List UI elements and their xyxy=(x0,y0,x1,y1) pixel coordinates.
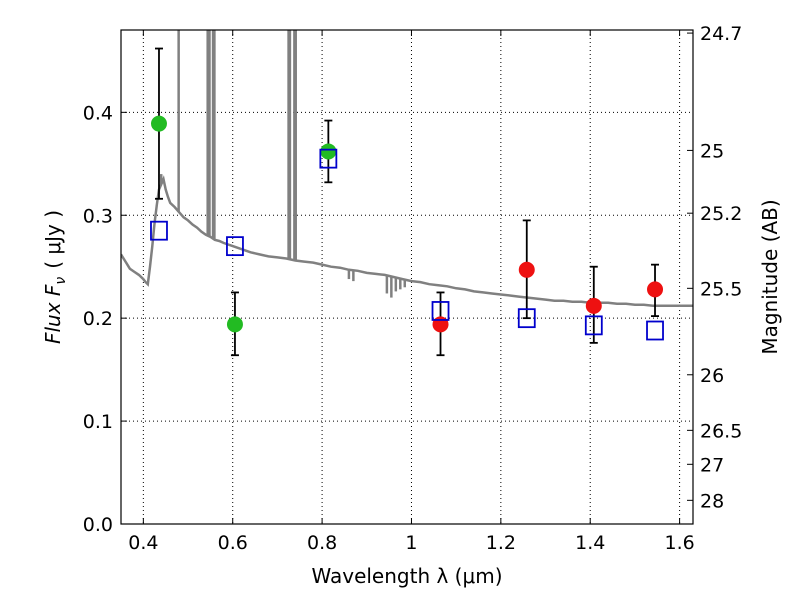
right-tick-label: 28 xyxy=(700,490,724,512)
x-tick-label: 0.8 xyxy=(307,532,337,554)
green-data-point xyxy=(320,143,337,160)
red-data-point xyxy=(647,281,664,298)
x-tick-label: 1 xyxy=(405,532,417,554)
model-square-point xyxy=(150,220,168,241)
model-spectrum xyxy=(121,30,693,308)
y-tick-label: 0.2 xyxy=(83,308,113,330)
x-tick-label: 1.4 xyxy=(575,532,605,554)
y-tick-label: 0.1 xyxy=(83,411,113,433)
model-square-point xyxy=(517,308,536,329)
red-data-point xyxy=(585,297,602,314)
right-tick-label: 27 xyxy=(700,454,724,476)
model-square-point xyxy=(431,301,450,321)
x-axis-label: Wavelength λ (μm) xyxy=(311,564,502,588)
right-axis-label: Magnitude (AB) xyxy=(758,199,782,354)
model-square-point xyxy=(226,236,244,257)
y-axis-label-sub: ν xyxy=(53,277,69,285)
x-tick-label: 0.6 xyxy=(218,532,248,554)
right-tick-label: 25.5 xyxy=(700,278,742,300)
x-tick-label: 0.4 xyxy=(128,532,158,554)
model-square-point xyxy=(319,148,338,169)
x-tick-label: 1.2 xyxy=(486,532,516,554)
y-axis-label-unit: ( μJy ) xyxy=(41,210,65,269)
model-square-point xyxy=(646,320,664,341)
x-tick-label: 1.6 xyxy=(664,532,694,554)
green-data-point xyxy=(150,115,167,132)
y-axis-label: Flux Fν ( μJy ) xyxy=(41,210,69,344)
y-tick-label: 0.3 xyxy=(83,205,113,227)
model-square-point xyxy=(584,315,603,336)
right-tick-label: 26 xyxy=(700,365,724,387)
right-tick-label: 26.5 xyxy=(700,420,742,442)
right-tick-label: 25 xyxy=(700,140,724,162)
data-markers xyxy=(150,47,664,357)
y-axis-label-main: Flux F xyxy=(41,284,65,344)
red-data-point xyxy=(518,261,535,278)
plot-frame xyxy=(120,29,694,525)
right-tick-label: 24.7 xyxy=(700,23,742,45)
green-data-point xyxy=(226,316,243,333)
y-tick-label: 0.4 xyxy=(83,102,113,124)
axis-ticks: 0.4 0.6 0.8 1 1.2 1.4 1.6 0.0 0.1 0.2 0.3 0.4 24.7 25… xyxy=(83,23,743,554)
y-tick-label: 0.0 xyxy=(83,514,113,536)
right-tick-label: 25.2 xyxy=(700,203,742,225)
